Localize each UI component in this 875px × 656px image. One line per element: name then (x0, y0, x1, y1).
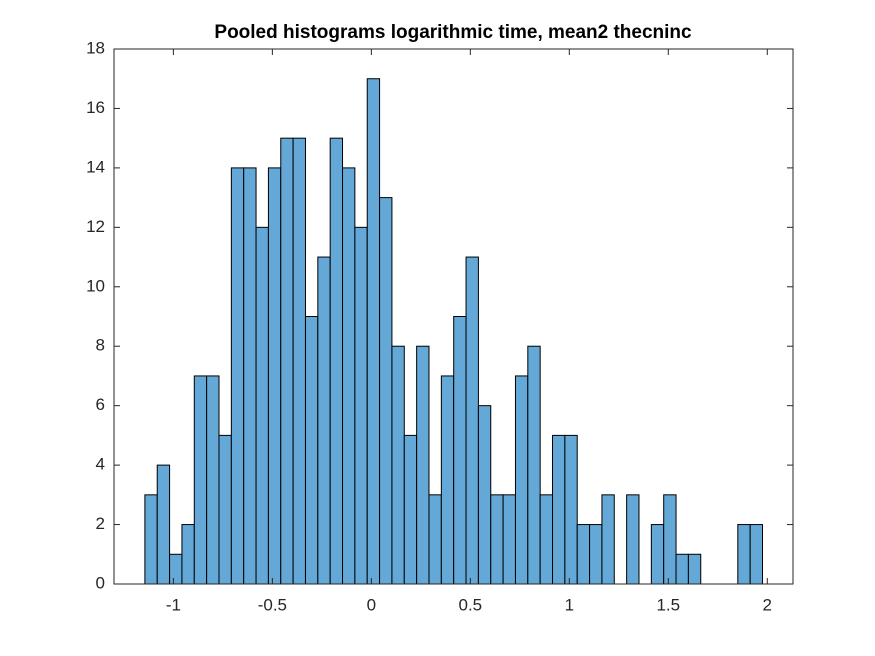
x-tick-label: 1 (565, 595, 574, 614)
y-tick-label: 18 (86, 38, 105, 57)
x-tick-label: 1.5 (656, 595, 680, 614)
bar (243, 167, 257, 585)
bar (354, 226, 368, 585)
bar (144, 494, 158, 585)
bar (280, 137, 294, 585)
x-tick-label: 0.5 (459, 595, 483, 614)
bar (564, 434, 578, 585)
bar (663, 494, 677, 585)
bar (687, 553, 702, 585)
bar (477, 405, 492, 585)
bar (453, 316, 467, 585)
bar (206, 375, 220, 585)
bar (428, 494, 442, 585)
bar (156, 464, 171, 585)
bar (749, 524, 764, 585)
bar (737, 524, 751, 585)
bar (650, 524, 665, 585)
y-tick-label: 0 (96, 573, 105, 592)
bar (255, 226, 269, 585)
bar (589, 524, 603, 585)
bar (626, 494, 640, 585)
bar (379, 197, 393, 585)
bar (576, 524, 591, 585)
x-tick-label: 2 (763, 595, 772, 614)
y-tick-label: 4 (96, 455, 105, 474)
bar (329, 137, 344, 585)
y-tick-label: 6 (96, 395, 105, 414)
bar (230, 167, 245, 585)
bar (527, 345, 541, 585)
bar (304, 316, 319, 585)
x-tick-label: -1 (166, 595, 181, 614)
x-tick-label: -0.5 (258, 595, 287, 614)
bar (181, 524, 195, 585)
y-tick-label: 14 (86, 157, 105, 176)
bar (416, 345, 430, 585)
x-tick-label: 0 (367, 595, 376, 614)
y-tick-label: 16 (86, 98, 105, 117)
y-tick-label: 12 (86, 217, 105, 236)
y-tick-label: 2 (96, 514, 105, 533)
bar (391, 345, 405, 585)
bar (465, 256, 479, 585)
y-tick-label: 8 (96, 336, 105, 355)
bar (366, 78, 381, 585)
bar (539, 494, 554, 585)
bar (218, 434, 232, 585)
bar (193, 375, 208, 585)
bar (490, 494, 504, 585)
y-tick-label: 10 (86, 276, 105, 295)
bar (342, 167, 356, 585)
bar (601, 494, 615, 585)
axes-box (113, 48, 794, 585)
bar (267, 167, 282, 585)
bar (675, 553, 689, 585)
bar (552, 434, 566, 585)
bar (292, 137, 306, 585)
bar (502, 494, 516, 585)
bar (514, 375, 529, 585)
bar (317, 256, 331, 585)
bar (403, 434, 418, 585)
bar (440, 375, 455, 585)
chart-title: Pooled histograms logarithmic time, mean… (214, 22, 692, 43)
bar (169, 553, 183, 585)
